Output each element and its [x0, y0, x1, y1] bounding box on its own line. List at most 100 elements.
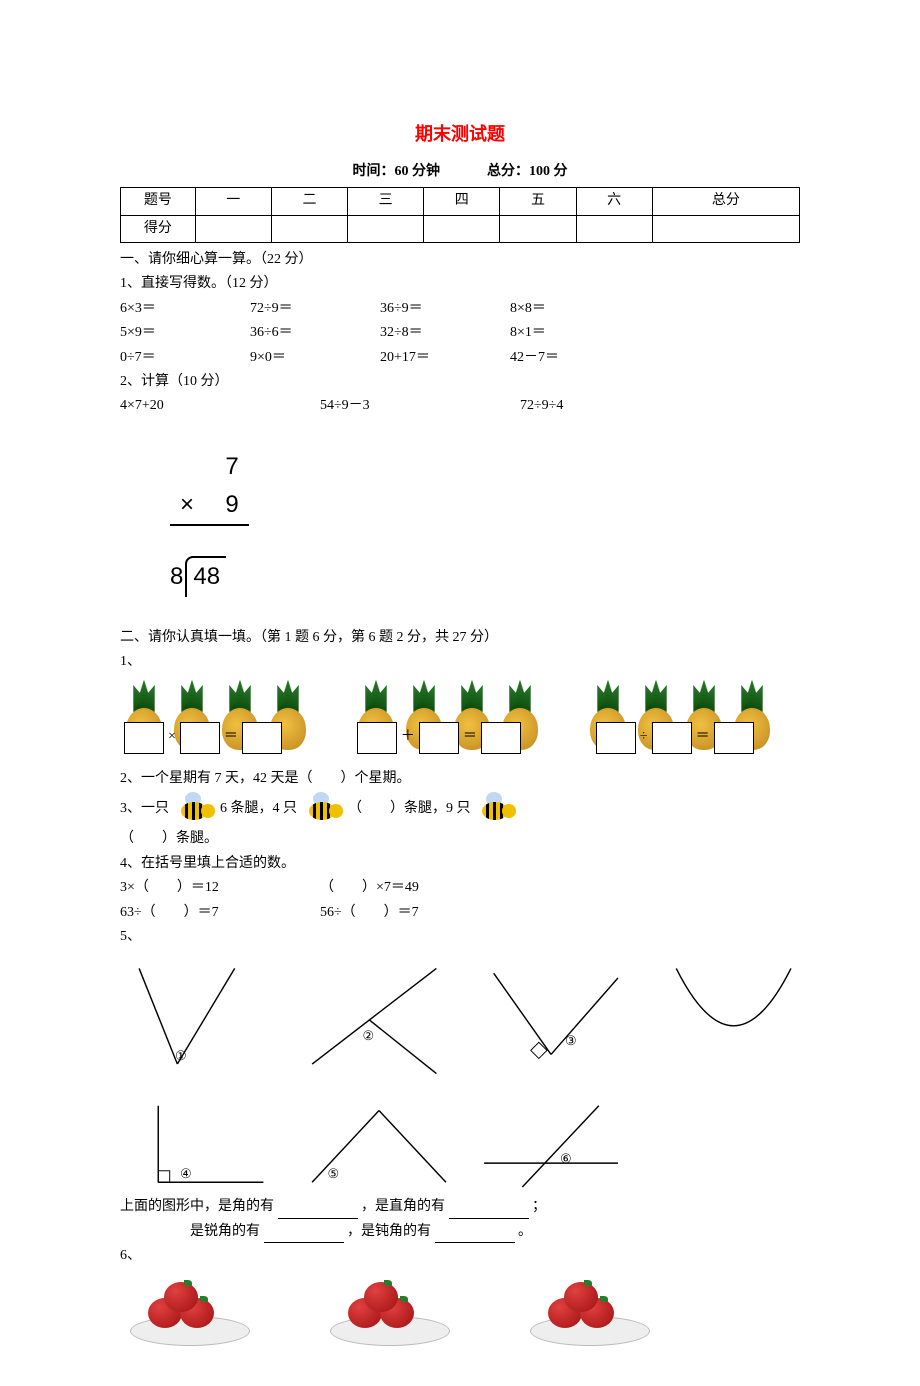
- blank-box: [180, 722, 220, 754]
- text: ；: [532, 1199, 546, 1214]
- calc-cell: 5×9＝: [120, 322, 250, 344]
- s1-p2: 2、计算（10 分）: [120, 371, 800, 393]
- calc-cell: 4×7+20: [120, 395, 320, 417]
- blank-box: [652, 722, 692, 754]
- angle-3: ③: [465, 956, 628, 1086]
- s2-p5-text2: 是锐角的有 ，是钝角的有 。: [120, 1221, 800, 1243]
- text: 是锐角的有: [190, 1224, 260, 1239]
- header-cell: 三: [348, 188, 424, 215]
- time-label: 时间：60 分钟: [353, 164, 441, 179]
- calc-cell: 72÷9÷4: [520, 395, 720, 417]
- angle-curve: [638, 956, 801, 1086]
- calc-cell: 8×8＝: [510, 298, 640, 320]
- angle-label: ②: [363, 1026, 375, 1047]
- calc-cell: 8×1＝: [510, 322, 640, 344]
- header-cell: 六: [576, 188, 652, 215]
- text: 上面的图形中，是角的有: [120, 1199, 274, 1214]
- calc-row: 4×7+20 54÷9－3 72÷9÷4: [120, 395, 800, 417]
- calc-cell: 9×0＝: [250, 347, 380, 369]
- apple-plate-icon: [320, 1276, 460, 1346]
- s2-p5: 5、: [120, 926, 800, 948]
- equation-overlay: × ＝ ＋ ＝ ÷ ＝: [120, 722, 800, 762]
- text: 。: [518, 1224, 532, 1239]
- score-label: 总分：100 分: [487, 164, 568, 179]
- angle-label: ⑥: [560, 1149, 572, 1170]
- blank-box: [481, 722, 521, 754]
- header-cell: 题号: [121, 188, 196, 215]
- blank-box: [357, 722, 397, 754]
- table-row: 题号 一 二 三 四 五 六 总分: [121, 188, 800, 215]
- calc-cell: 36÷9＝: [380, 298, 510, 320]
- angle-label: ③: [565, 1031, 577, 1052]
- s2-p1: 1、: [120, 651, 800, 673]
- text: 6 条腿，4 只: [220, 802, 297, 817]
- header-cell: 五: [500, 188, 576, 215]
- apple-plates: [120, 1276, 800, 1346]
- angle-5: ⑤: [293, 1094, 456, 1194]
- s1-p1: 1、直接写得数。（12 分）: [120, 273, 800, 295]
- s2-p3d: （ ）条腿。: [120, 828, 800, 850]
- calc-cell: 32÷8＝: [380, 322, 510, 344]
- section-2-head: 二、请你认真填一填。（第 1 题 6 分，第 6 题 2 分，共 27 分）: [120, 627, 800, 649]
- angle-4: ④: [120, 1094, 283, 1194]
- angle-6: ⑥: [465, 1094, 628, 1194]
- header-cell: 一: [195, 188, 271, 215]
- blank-underline: [264, 1227, 344, 1243]
- score-table: 题号 一 二 三 四 五 六 总分 得分: [120, 187, 800, 243]
- dividend: 48: [185, 556, 226, 596]
- blank-box: [714, 722, 754, 754]
- calc-cell: 36÷6＝: [250, 322, 380, 344]
- text: ，是钝角的有: [347, 1224, 431, 1239]
- text: ，是直角的有: [361, 1199, 445, 1214]
- fill-cell: 56÷（ ）＝7: [320, 902, 520, 924]
- header-cell: 四: [424, 188, 500, 215]
- apple-plate-icon: [120, 1276, 260, 1346]
- calc-cell: 6×3＝: [120, 298, 250, 320]
- op: ÷: [640, 726, 648, 748]
- calc-row: 0÷7＝ 9×0＝ 20+17＝ 42－7＝: [120, 347, 800, 369]
- blank-box: [596, 722, 636, 754]
- header-cell: 二: [271, 188, 347, 215]
- mult-sign: ×: [180, 491, 194, 518]
- long-division: 8 48: [170, 556, 800, 596]
- apple-plate-icon: [520, 1276, 660, 1346]
- angle-1: ①: [120, 956, 283, 1086]
- mult-top: 7: [170, 448, 249, 486]
- bee-icon: [301, 792, 345, 826]
- mult-bottom: × 9: [170, 486, 249, 526]
- bee-icon: [474, 792, 518, 826]
- op: ＋: [401, 726, 415, 748]
- page-title: 期末测试题: [120, 120, 800, 149]
- calc-cell: 0÷7＝: [120, 347, 250, 369]
- score-cell: 得分: [121, 215, 196, 242]
- op: ＝: [224, 726, 238, 748]
- calc-row: 6×3＝ 72÷9＝ 36÷9＝ 8×8＝: [120, 298, 800, 320]
- calc-cell: 54÷9－3: [320, 395, 520, 417]
- vertical-multiplication: 7 × 9: [170, 448, 800, 527]
- s2-p6: 6、: [120, 1245, 800, 1267]
- blank-underline: [435, 1227, 515, 1243]
- op: ＝: [696, 726, 710, 748]
- angles-top-row: ① ② ③: [120, 956, 800, 1086]
- fill-cell: （ ）×7＝49: [320, 877, 520, 899]
- op: ＝: [463, 726, 477, 748]
- s2-p2: 2、一个星期有 7 天，42 天是（ ）个星期。: [120, 768, 800, 790]
- s2-p4: 4、在括号里填上合适的数。: [120, 853, 800, 875]
- angle-label: ⑤: [328, 1164, 340, 1185]
- angle-spacer: [638, 1094, 801, 1194]
- blank-box: [242, 722, 282, 754]
- angle-2: ②: [293, 956, 456, 1086]
- table-row: 得分: [121, 215, 800, 242]
- s2-p3: 3、一只 6 条腿，4 只 （ ）条腿，9 只: [120, 792, 800, 826]
- fill-row: 63÷（ ）＝7 56÷（ ）＝7: [120, 902, 800, 924]
- exam-page: 期末测试题 时间：60 分钟 总分：100 分 题号 一 二 三 四 五 六 总…: [0, 0, 920, 1386]
- divisor: 8: [170, 558, 185, 596]
- calc-cell: 42－7＝: [510, 347, 640, 369]
- text: 3、一只: [120, 802, 169, 817]
- fill-cell: 63÷（ ）＝7: [120, 902, 320, 924]
- op: ×: [168, 726, 176, 748]
- bee-icon: [173, 792, 217, 826]
- angles-bottom-row: ④ ⑤ ⑥: [120, 1094, 800, 1194]
- sub-title: 时间：60 分钟 总分：100 分: [120, 161, 800, 183]
- header-cell: 总分: [652, 188, 799, 215]
